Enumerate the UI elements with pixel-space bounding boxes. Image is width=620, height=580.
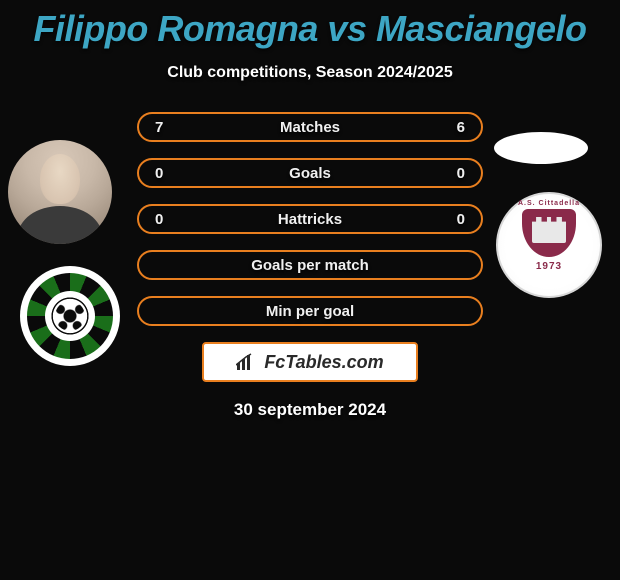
- player-left-avatar: [8, 140, 112, 244]
- date-text: 30 september 2024: [0, 400, 620, 420]
- player-right-avatar: [494, 132, 588, 164]
- soccer-ball-icon: [45, 291, 95, 341]
- stat-row-goals-per-match: Goals per match: [137, 250, 483, 280]
- club-right-badge: A.S. Cittadella 1973: [496, 192, 602, 298]
- comparison-panel: A.S. Cittadella 1973 7 Matches 6 0 Goals…: [0, 112, 620, 420]
- stat-left-value: 0: [155, 211, 163, 228]
- stat-label: Goals per match: [251, 257, 369, 274]
- sassuolo-crest-icon: [27, 273, 113, 359]
- stat-row-goals: 0 Goals 0: [137, 158, 483, 188]
- stat-right-value: 0: [457, 211, 465, 228]
- stat-label: Min per goal: [266, 303, 354, 320]
- stats-list: 7 Matches 6 0 Goals 0 0 Hattricks 0 Goal…: [137, 112, 483, 326]
- stat-row-hattricks: 0 Hattricks 0: [137, 204, 483, 234]
- bar-chart-icon: [236, 353, 258, 371]
- club-right-name: A.S. Cittadella: [518, 200, 580, 207]
- club-right-year: 1973: [536, 261, 562, 272]
- page-title: Filippo Romagna vs Masciangelo: [0, 0, 620, 50]
- brand-box[interactable]: FcTables.com: [202, 342, 418, 382]
- stat-left-value: 7: [155, 119, 163, 136]
- stat-right-value: 0: [457, 165, 465, 182]
- stat-label: Hattricks: [278, 211, 342, 228]
- club-left-badge: [20, 266, 120, 366]
- stat-row-matches: 7 Matches 6: [137, 112, 483, 142]
- stat-row-min-per-goal: Min per goal: [137, 296, 483, 326]
- stat-label: Matches: [280, 119, 340, 136]
- brand-text: FcTables.com: [264, 352, 383, 373]
- subtitle: Club competitions, Season 2024/2025: [0, 64, 620, 82]
- stat-left-value: 0: [155, 165, 163, 182]
- stat-right-value: 6: [457, 119, 465, 136]
- stat-label: Goals: [289, 165, 331, 182]
- cittadella-crest-icon: [522, 209, 576, 257]
